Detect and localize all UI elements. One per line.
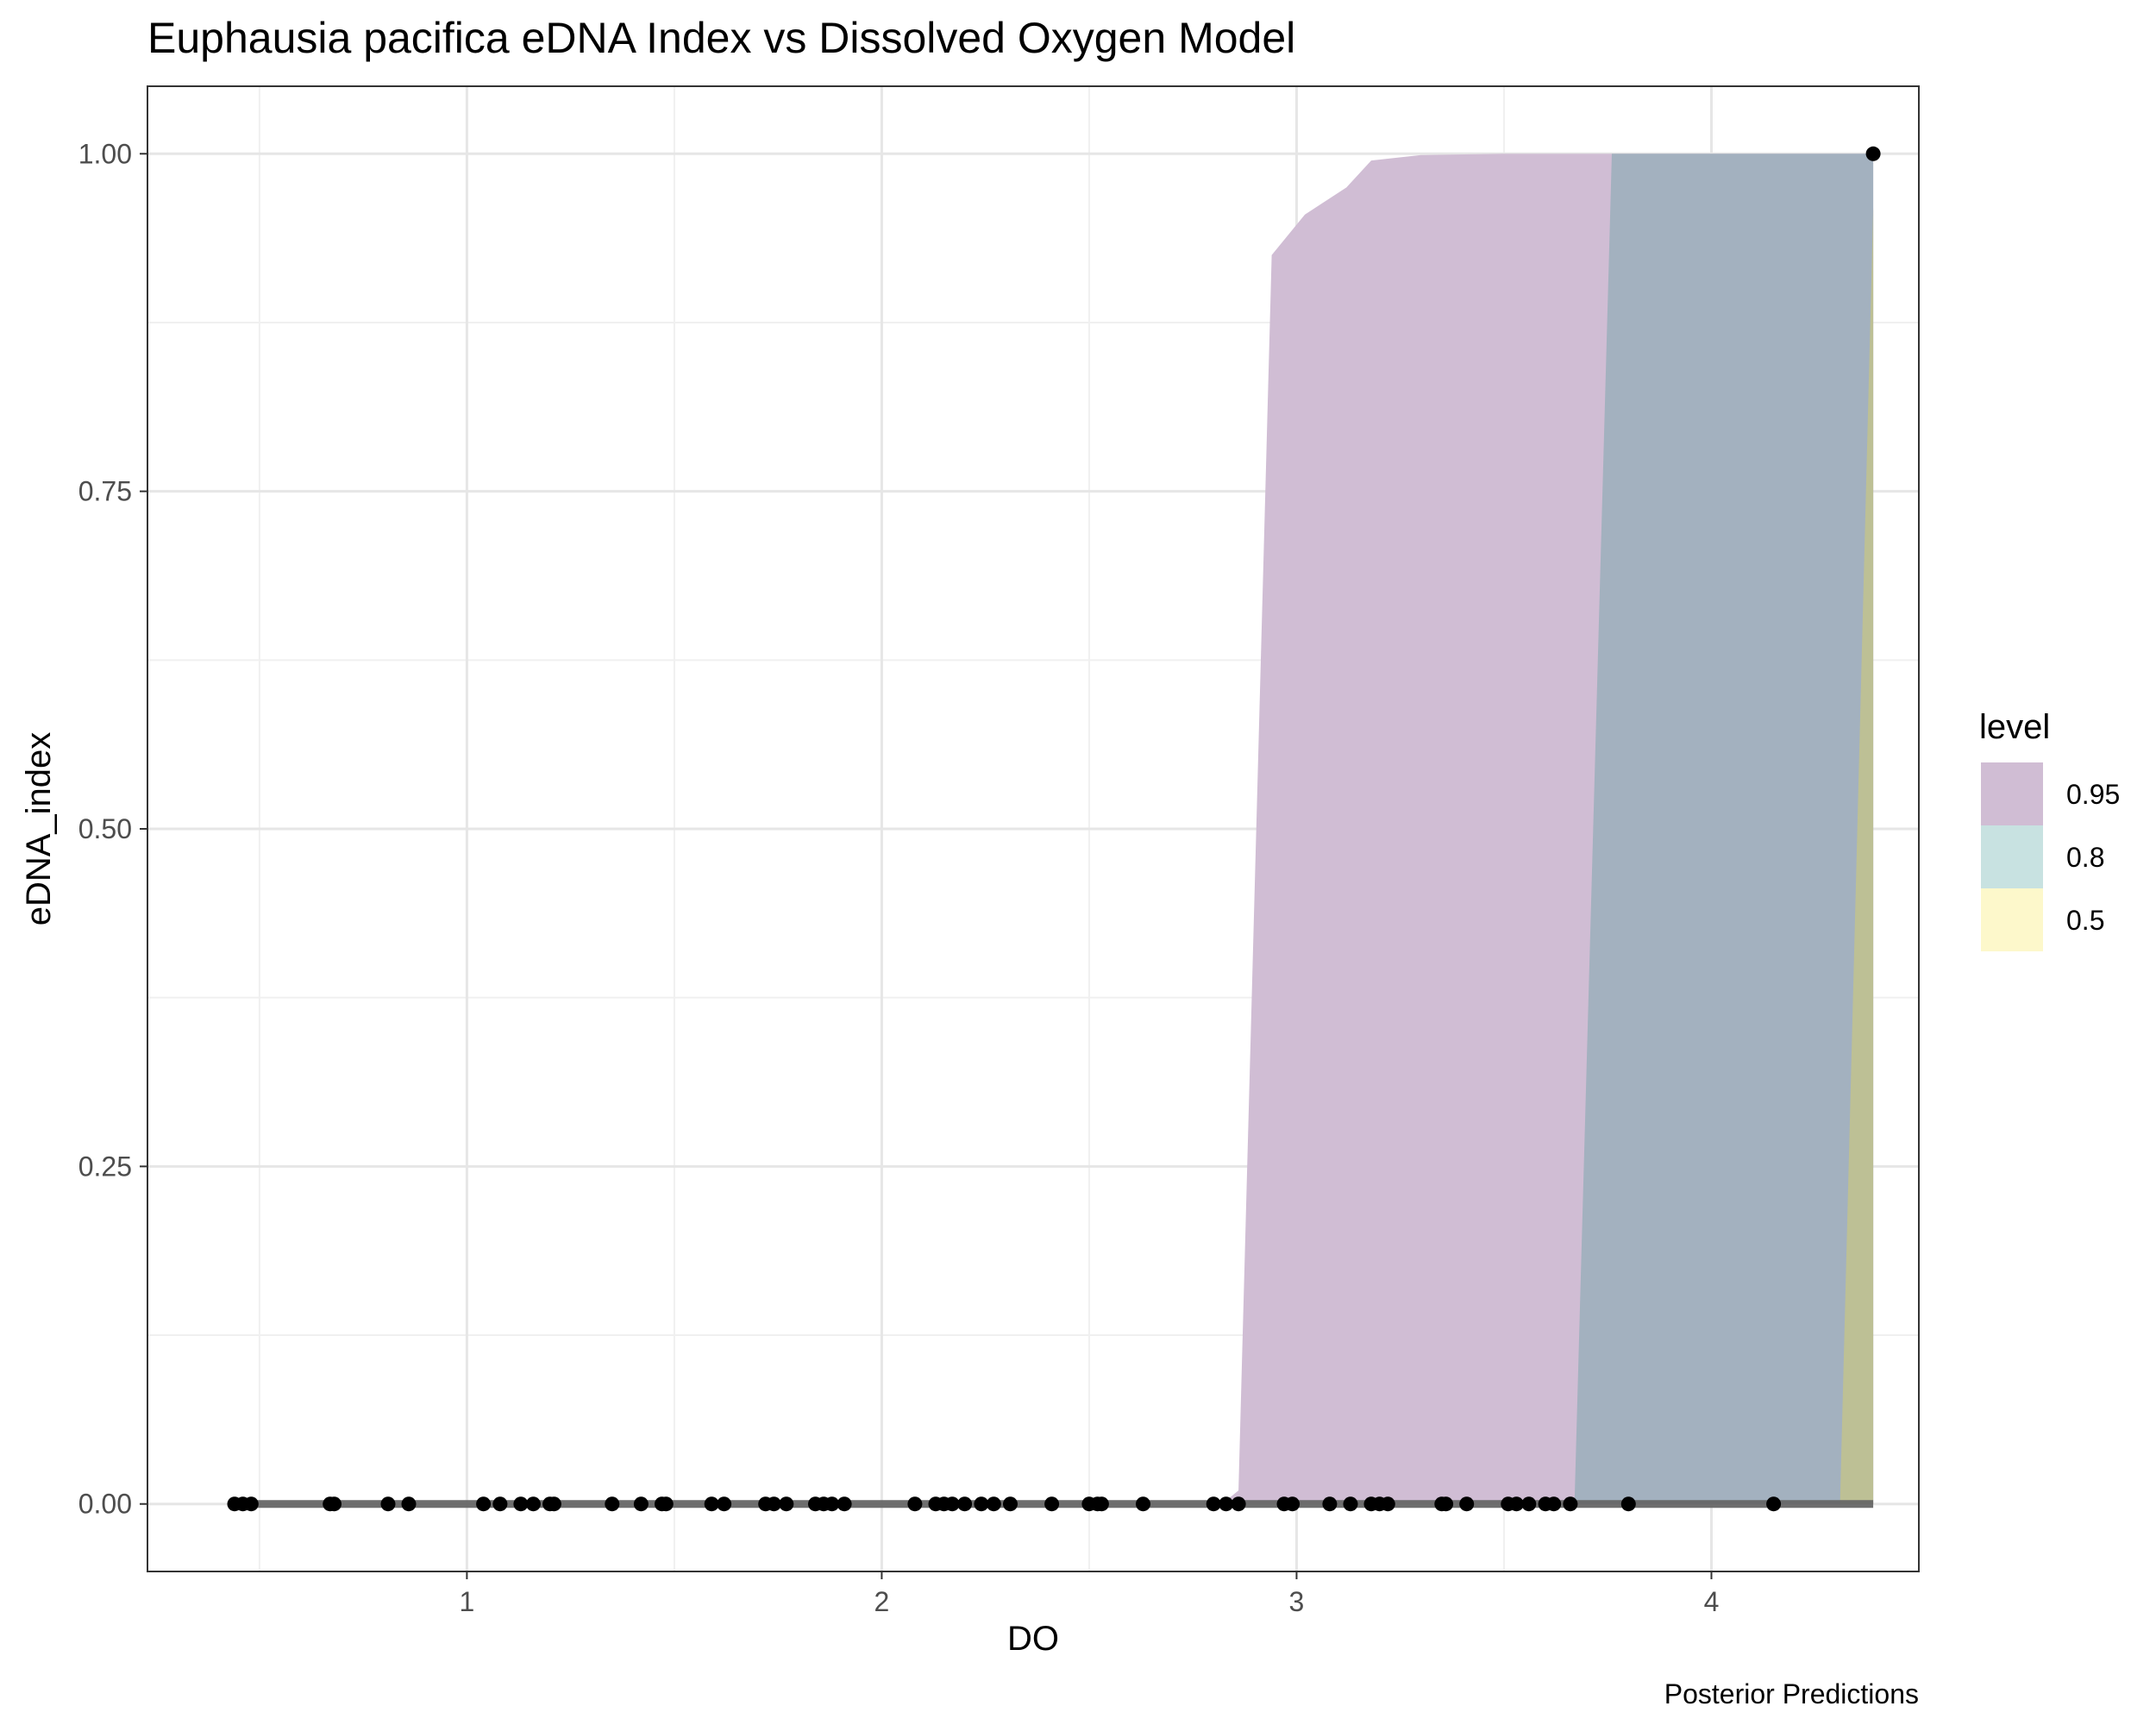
data-point (986, 1496, 1001, 1512)
data-point (1322, 1496, 1338, 1512)
data-point (1094, 1496, 1109, 1512)
data-point (243, 1496, 259, 1512)
interval-bands (1221, 154, 1874, 1504)
legend: level 0.95 0.8 0.5 (1979, 708, 2120, 951)
legend-entries: 0.95 0.8 0.5 (1981, 762, 2120, 951)
data-point (779, 1496, 794, 1512)
data-point (1206, 1496, 1221, 1512)
data-point (766, 1496, 781, 1512)
data-point (1285, 1496, 1300, 1512)
data-point (717, 1496, 732, 1512)
data-point (1521, 1496, 1537, 1512)
data-point (327, 1496, 342, 1512)
data-point (546, 1496, 561, 1512)
data-point (1546, 1496, 1562, 1512)
data-point (1438, 1496, 1454, 1512)
legend-key-0-8 (1981, 825, 2043, 888)
data-point (1620, 1496, 1636, 1512)
chart-caption: Posterior Predictions (1664, 1678, 1919, 1709)
data-point (605, 1496, 620, 1512)
chart-title: Euphausia pacifica eDNA Index vs Dissolv… (147, 14, 1295, 62)
data-point (633, 1496, 649, 1512)
band-0-8 (1574, 154, 1874, 1504)
data-point (957, 1496, 973, 1512)
data-point (492, 1496, 508, 1512)
y-tick-label: 0.25 (78, 1151, 132, 1182)
y-tick-label: 1.00 (78, 138, 132, 169)
x-axis-title: DO (1007, 1620, 1059, 1658)
data-point (1044, 1496, 1060, 1512)
legend-key-0-5 (1981, 888, 2043, 951)
data-point (1459, 1496, 1475, 1512)
data-point (1136, 1496, 1150, 1512)
data-point (974, 1496, 989, 1512)
data-point (1231, 1496, 1246, 1512)
data-point (1003, 1496, 1018, 1512)
data-point (1508, 1496, 1524, 1512)
y-tick-label: 0.75 (78, 476, 132, 507)
data-point (476, 1496, 492, 1512)
x-axis-ticks: 1 2 3 4 (459, 1571, 1719, 1617)
data-point (837, 1496, 852, 1512)
data-point (525, 1496, 541, 1512)
data-point (513, 1496, 529, 1512)
data-point (1766, 1496, 1782, 1512)
data-point (658, 1496, 674, 1512)
legend-label: 0.8 (2066, 842, 2104, 873)
legend-label: 0.95 (2066, 779, 2120, 810)
data-point (401, 1496, 417, 1512)
x-tick-label: 4 (1704, 1586, 1720, 1617)
data-point (1219, 1496, 1234, 1512)
data-point (824, 1496, 840, 1512)
legend-title: level (1979, 708, 2050, 746)
x-tick-label: 1 (459, 1586, 474, 1617)
y-tick-label: 0.00 (78, 1489, 132, 1520)
legend-key-0-95 (1981, 762, 2043, 825)
y-tick-label: 0.50 (78, 813, 132, 844)
data-point (1380, 1496, 1395, 1512)
data-point (380, 1496, 396, 1512)
data-point (1343, 1496, 1358, 1512)
y-axis-title: eDNA_index (20, 732, 58, 926)
data-point (907, 1496, 923, 1512)
x-tick-label: 3 (1289, 1586, 1305, 1617)
data-point (1563, 1496, 1578, 1512)
data-point (704, 1496, 719, 1512)
legend-label: 0.5 (2066, 905, 2104, 936)
data-point (1865, 146, 1881, 161)
data-points (227, 146, 1881, 1512)
band-0-5 (1839, 207, 1874, 1504)
x-tick-label: 2 (874, 1586, 890, 1617)
y-axis-ticks: 0.00 0.25 0.50 0.75 1.00 (78, 138, 147, 1520)
data-point (944, 1496, 960, 1512)
